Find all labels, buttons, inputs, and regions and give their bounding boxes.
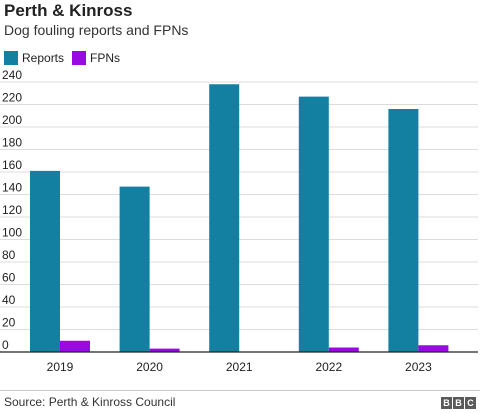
chart-subtitle: Dog fouling reports and FPNs	[4, 22, 189, 38]
bar-fpns-2023	[418, 345, 449, 352]
x-tick-label: 2020	[136, 360, 163, 374]
y-tick-label: 100	[2, 226, 22, 240]
source-note: Source: Perth & Kinross Council	[4, 395, 176, 409]
legend-item-fpns: FPNs	[72, 51, 120, 65]
bar-reports-2021	[209, 84, 240, 352]
bar-reports-2022	[298, 96, 329, 352]
legend: Reports FPNs	[4, 50, 128, 66]
y-tick-label: 140	[2, 181, 22, 195]
legend-label-fpns: FPNs	[90, 51, 121, 65]
y-tick-label: 160	[2, 158, 22, 172]
y-tick-label: 60	[2, 271, 16, 285]
y-tick-label: 240	[2, 70, 22, 82]
y-tick-label: 80	[2, 248, 16, 262]
bar-fpns-2020	[149, 348, 180, 352]
y-tick-label: 180	[2, 136, 22, 150]
y-tick-label: 220	[2, 91, 22, 105]
y-tick-label: 0	[2, 338, 9, 352]
legend-swatch-reports	[4, 51, 18, 65]
bbc-logo-letter: C	[465, 397, 476, 409]
footer-divider	[0, 390, 480, 391]
x-tick-label: 2021	[226, 360, 253, 374]
y-tick-label: 200	[2, 113, 22, 127]
bar-chart: 0 20 40 60 80 100 120 140 160 180 200 220 240 2019 202…	[0, 70, 478, 374]
x-tick-label: 2022	[315, 360, 342, 374]
chart-title: Perth & Kinross	[4, 1, 133, 20]
y-tick-label: 120	[2, 203, 22, 217]
bar-reports-2019	[30, 170, 60, 352]
legend-swatch-fpns	[72, 51, 87, 65]
legend-label-reports: Reports	[22, 51, 65, 65]
bar-fpns-2019	[60, 340, 90, 352]
bar-reports-2020	[119, 186, 150, 352]
bar-fpns-2022	[328, 347, 359, 352]
y-tick-label: 20	[2, 316, 16, 330]
x-tick-label: 2023	[405, 360, 432, 374]
bbc-logo-letter: B	[441, 397, 452, 409]
bbc-logo-letter: B	[453, 397, 464, 409]
x-tick-label: 2019	[47, 360, 74, 374]
legend-item-reports: Reports	[4, 51, 64, 65]
bar-reports-2023	[388, 109, 419, 352]
y-tick-label: 40	[2, 293, 16, 307]
